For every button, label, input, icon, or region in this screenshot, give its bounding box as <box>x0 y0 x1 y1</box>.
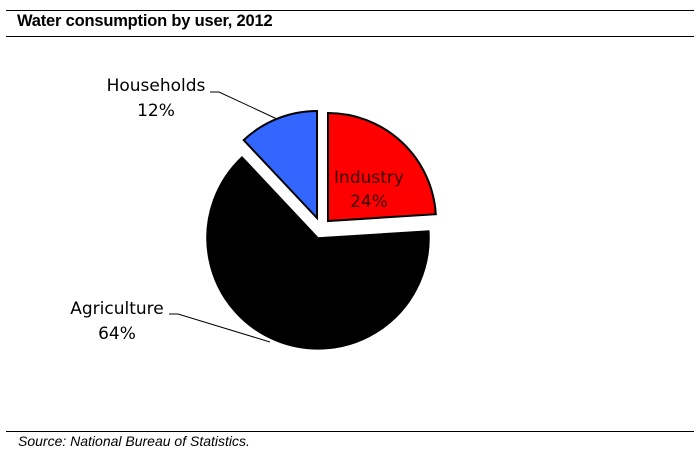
top-rule <box>6 10 694 11</box>
agriculture-label: Agriculture <box>70 299 164 319</box>
households-leader-line <box>210 91 278 120</box>
slice-industry <box>327 111 437 223</box>
slice-agriculture <box>206 155 430 350</box>
industry-label: Industry <box>334 168 404 188</box>
industry-pct: 24% <box>350 192 388 212</box>
slice-households <box>242 109 318 221</box>
footer-rule <box>6 431 694 432</box>
chart-title: Water consumption by user, 2012 <box>17 12 273 30</box>
agriculture-pct: 64% <box>98 324 136 344</box>
households-pct: 12% <box>137 101 175 121</box>
source-note: Source: National Bureau of Statistics. <box>18 433 250 449</box>
title-underline <box>6 36 694 37</box>
agriculture-leader-line <box>169 313 271 343</box>
households-label: Households <box>107 76 206 96</box>
